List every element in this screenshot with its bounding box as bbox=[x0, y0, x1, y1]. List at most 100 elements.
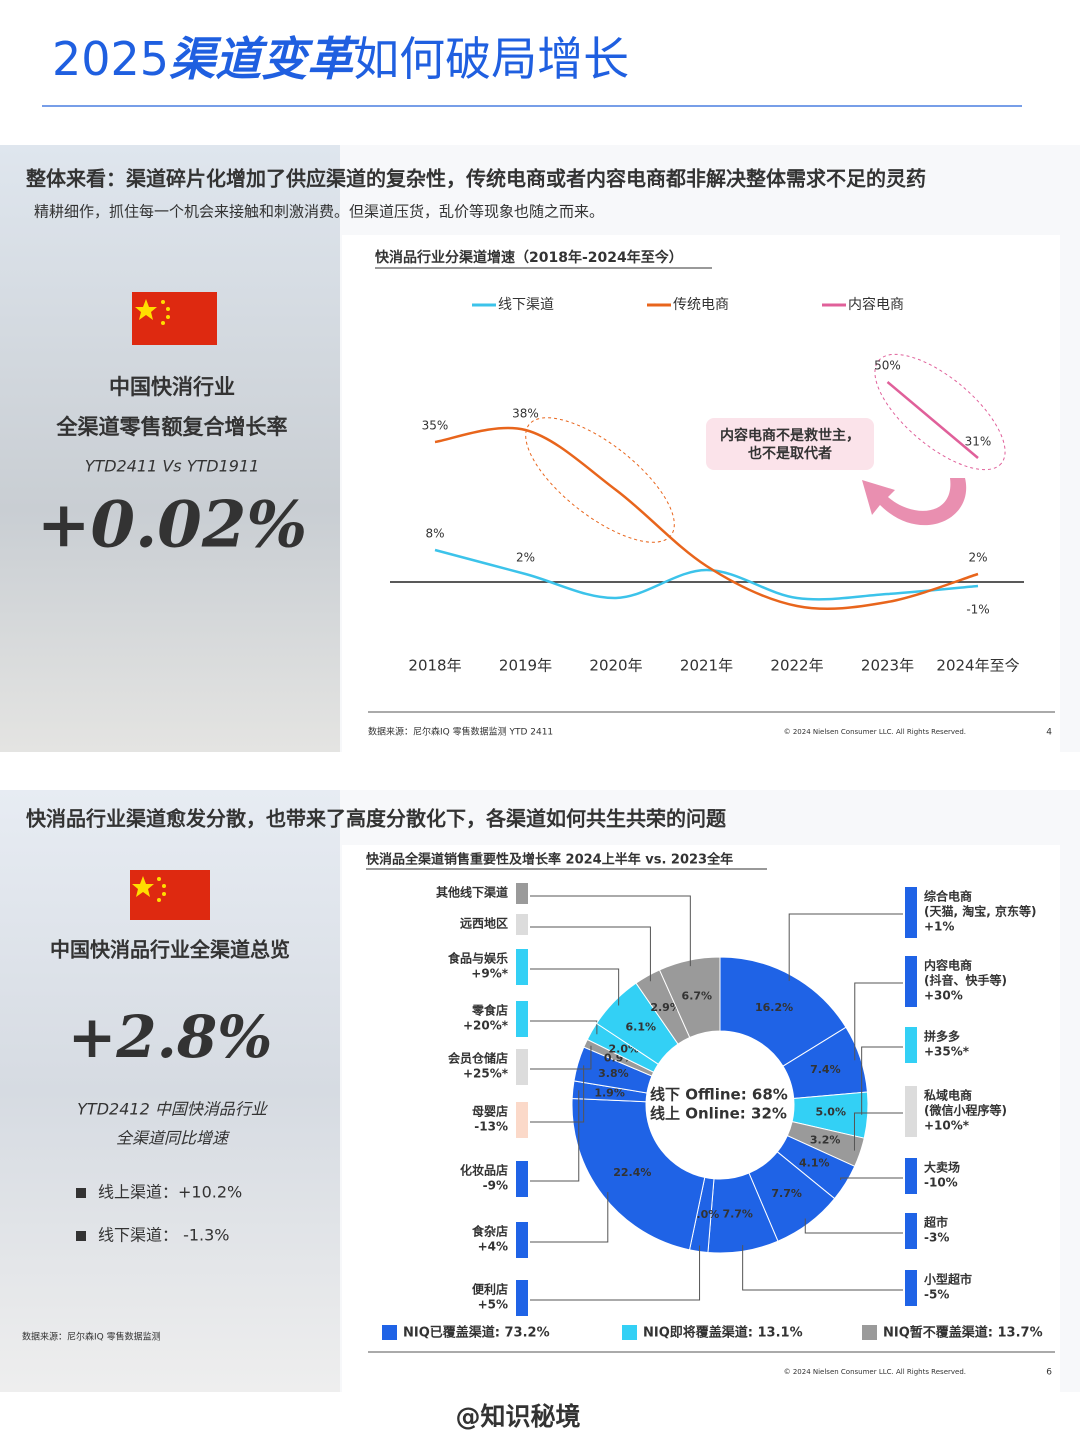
leader-line bbox=[530, 895, 691, 967]
series-line bbox=[434, 426, 979, 611]
category-tag bbox=[905, 1213, 917, 1249]
headline: 快消品行业渠道愈发分散，也带来了高度分散化下，各渠道如何共生共荣的问题 bbox=[26, 807, 727, 831]
category-label: +20%* bbox=[463, 1019, 509, 1033]
donut-segment bbox=[571, 1097, 706, 1251]
title-year: 2025 bbox=[52, 32, 169, 86]
category-tag bbox=[516, 949, 528, 985]
category-label: 小型超市 bbox=[924, 1272, 972, 1287]
legend-swatch bbox=[382, 1325, 397, 1340]
leader-line bbox=[530, 1090, 580, 1182]
category-label: +5% bbox=[478, 1298, 508, 1312]
leader-line bbox=[854, 982, 903, 1061]
legend-label: 内容电商 bbox=[848, 296, 904, 313]
series-line bbox=[886, 381, 979, 459]
category-label: 超市 bbox=[923, 1215, 948, 1230]
main-title: 2025渠道变革如何破局增长 bbox=[52, 32, 629, 86]
category-label: -3% bbox=[924, 1231, 949, 1245]
bullet bbox=[76, 1188, 86, 1198]
bullet bbox=[76, 1231, 86, 1241]
x-tick-label: 2021年 bbox=[680, 657, 733, 675]
panel-period: YTD2411 Vs YTD1911 bbox=[85, 457, 260, 476]
x-tick-label: 2022年 bbox=[770, 657, 823, 675]
data-label: 38% bbox=[512, 407, 539, 421]
panel-period: 全渠道同比增速 bbox=[116, 1129, 231, 1148]
category-label: (天猫, 淘宝, 京东等) bbox=[924, 904, 1036, 919]
category-tag bbox=[516, 1222, 528, 1258]
data-label: 7.4% bbox=[810, 1063, 841, 1076]
category-label: 母婴店 bbox=[472, 1104, 508, 1119]
title-rest: 如何破局增长 bbox=[353, 32, 629, 86]
flag bbox=[130, 870, 210, 920]
center-label: 线上 Online: 32% bbox=[650, 1105, 787, 1123]
leader-line bbox=[788, 913, 903, 981]
category-label: +35%* bbox=[924, 1045, 970, 1059]
annotation: 也不是取代者 bbox=[748, 445, 832, 462]
data-label: 6.1% bbox=[626, 1020, 657, 1033]
data-label: 3.8% bbox=[598, 1067, 629, 1080]
leader-line bbox=[530, 968, 620, 1006]
category-tag bbox=[516, 914, 528, 935]
data-label: 16.2% bbox=[755, 1001, 793, 1014]
category-tag bbox=[516, 1001, 528, 1037]
category-label: 化妆品店 bbox=[460, 1163, 508, 1178]
highlight-ellipse bbox=[525, 417, 675, 543]
data-label: 1.9% bbox=[594, 1087, 625, 1100]
category-label: -5% bbox=[924, 1288, 949, 1302]
series-line bbox=[434, 548, 979, 601]
data-label: 22.4% bbox=[613, 1166, 651, 1179]
title-emphasis: 渠道变革 bbox=[169, 32, 360, 86]
leader-line bbox=[530, 926, 651, 982]
data-label: 3.2% bbox=[810, 1134, 841, 1147]
category-label: +1% bbox=[924, 920, 954, 934]
footer: @知识秘境 bbox=[455, 1402, 580, 1431]
x-tick-label: 2024年至今 bbox=[936, 657, 1019, 675]
chart-title: 快消品全渠道销售重要性及增长率 2024上半年 vs. 2023全年 bbox=[366, 852, 733, 868]
category-label: -13% bbox=[474, 1120, 508, 1134]
source: 数据来源：尼尔森IQ 零售数据监测 YTD 2411 bbox=[368, 726, 553, 738]
bullet-text: 线下渠道： -1.3% bbox=[98, 1226, 230, 1245]
category-tag bbox=[905, 1027, 917, 1063]
leader-line bbox=[853, 1112, 903, 1151]
x-tick-label: 2020年 bbox=[589, 657, 642, 675]
leader-line bbox=[861, 1046, 903, 1115]
panel-line: 中国快消行业 bbox=[109, 375, 235, 399]
category-tag bbox=[905, 1158, 917, 1194]
chart-title: 快消品行业分渠道增速（2018年-2024年至今） bbox=[375, 249, 683, 266]
panel-line: 全渠道零售额复合增长率 bbox=[56, 415, 288, 439]
category-label: 大卖场 bbox=[924, 1160, 960, 1175]
category-tag bbox=[516, 1280, 528, 1316]
data-label: 8% bbox=[425, 527, 444, 541]
data-label: 7.7% bbox=[771, 1187, 802, 1200]
category-tag bbox=[905, 1086, 917, 1137]
leader-line bbox=[742, 1245, 903, 1291]
page-number: 4 bbox=[1046, 728, 1052, 738]
panel-line: 中国快消品行业全渠道总览 bbox=[50, 938, 290, 962]
data-label: -1% bbox=[966, 603, 989, 617]
legend-label: NIQ即将覆盖渠道: 13.1% bbox=[643, 1325, 803, 1341]
leader-line bbox=[840, 1177, 903, 1180]
category-label: 其他线下渠道 bbox=[436, 885, 508, 900]
category-label: -9% bbox=[483, 1179, 508, 1193]
category-label: 会员仓储店 bbox=[448, 1051, 508, 1066]
leader-line bbox=[530, 1245, 701, 1301]
headline: 整体来看：渠道碎片化增加了供应渠道的复杂性，传统电商或者内容电商都非解决整体需求… bbox=[25, 167, 926, 191]
leader-line bbox=[804, 1218, 903, 1234]
copyright: © 2024 Nielsen Consumer LLC. All Rights … bbox=[784, 728, 966, 736]
category-label: 便利店 bbox=[472, 1282, 508, 1297]
annotation: 内容电商不是救世主， bbox=[720, 427, 860, 444]
chart-panel bbox=[342, 235, 1060, 752]
data-label: 7.7% bbox=[722, 1208, 753, 1221]
charts: 快消品行业分渠道增速（2018年-2024年至今） 2018年 2019年 2020年… bbox=[366, 249, 1043, 1341]
category-label: 食品与娱乐 bbox=[447, 951, 508, 966]
category-tag bbox=[905, 1270, 917, 1306]
data-label: 2.9% bbox=[650, 1001, 681, 1014]
panel-figure: +2.8% bbox=[68, 1003, 273, 1071]
source: 数据来源：尼尔森IQ 零售数据监测 bbox=[22, 1331, 161, 1343]
category-label: 拼多多 bbox=[924, 1029, 960, 1044]
arrow bbox=[862, 478, 967, 526]
data-label: 31% bbox=[965, 435, 992, 449]
category-label: +30% bbox=[924, 989, 963, 1003]
donut-segment bbox=[658, 956, 721, 1039]
category-label: 综合电商 bbox=[924, 889, 972, 904]
category-label: -10% bbox=[924, 1176, 958, 1190]
